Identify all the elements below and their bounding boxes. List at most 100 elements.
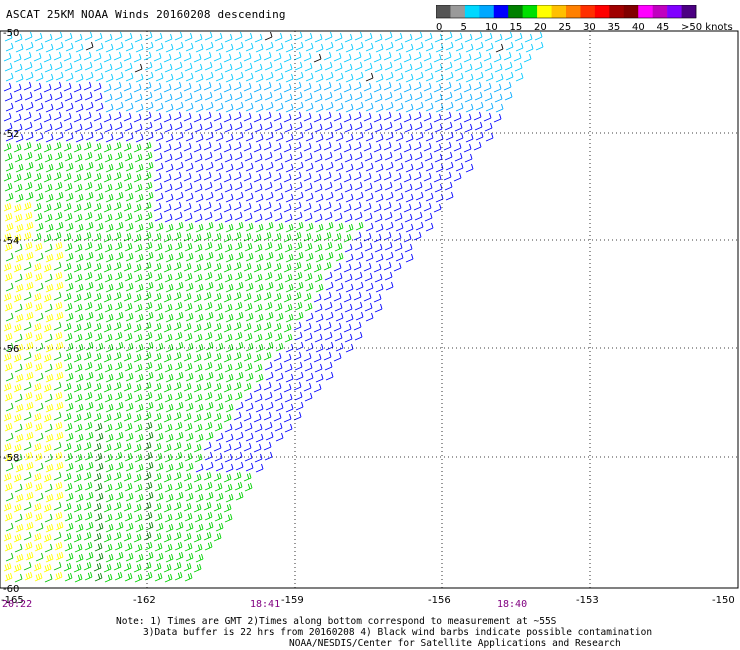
wind-barb <box>243 442 252 452</box>
wind-barb <box>105 463 114 473</box>
wind-barb <box>124 392 133 402</box>
wind-barb <box>54 481 63 491</box>
wind-barb <box>335 252 344 262</box>
wind-barb <box>74 243 83 253</box>
wind-barb <box>143 351 152 361</box>
wind-barb <box>135 493 144 503</box>
wind-barb <box>35 522 44 532</box>
wind-barb <box>105 553 114 563</box>
wind-barb <box>185 102 194 112</box>
wind-barb <box>124 572 133 582</box>
wind-barb <box>95 192 104 202</box>
wind-barb <box>314 183 323 193</box>
wind-barb <box>44 93 53 103</box>
wind-barb <box>395 252 404 262</box>
wind-barb <box>394 182 403 192</box>
wind-barb <box>84 31 93 41</box>
colorbar-tick-label: 10 <box>485 22 498 33</box>
wind-barb <box>233 381 242 391</box>
wind-barb <box>115 401 124 411</box>
wind-barb <box>275 342 284 352</box>
wind-barb <box>144 91 153 101</box>
wind-barb <box>13 83 22 93</box>
wind-barb <box>154 542 163 552</box>
wind-barb <box>203 141 212 151</box>
wind-barb <box>183 382 192 392</box>
wind-barb <box>125 372 134 382</box>
wind-barb <box>224 243 233 253</box>
wind-barb <box>235 281 244 291</box>
wind-barb <box>325 191 334 201</box>
wind-barb <box>225 133 234 143</box>
wind-barb <box>335 42 344 52</box>
wind-barb <box>175 431 184 441</box>
wind-barb <box>34 572 43 582</box>
wind-barb <box>183 262 192 272</box>
wind-barb <box>65 372 74 382</box>
wind-barb <box>153 352 162 362</box>
wind-barb <box>293 381 302 391</box>
colorbar-tick-label: >50 knots <box>681 22 733 33</box>
colorbar-swatch <box>493 5 509 18</box>
wind-barb <box>504 31 513 41</box>
wind-barb <box>144 511 153 521</box>
wind-barb <box>134 153 143 163</box>
wind-barb <box>193 143 202 153</box>
wind-barb <box>345 163 354 173</box>
wind-barb <box>183 412 192 422</box>
wind-barb <box>165 463 174 473</box>
wind-barb <box>184 572 193 582</box>
wind-barb <box>124 212 133 222</box>
wind-barb <box>383 171 392 181</box>
wind-barb <box>214 452 223 462</box>
wind-barb <box>324 181 333 191</box>
lon-label: -156 <box>428 595 451 606</box>
wind-barb <box>245 432 254 442</box>
wind-barb <box>64 182 73 192</box>
wind-barb <box>114 121 123 131</box>
wind-barb <box>383 51 392 61</box>
wind-barb <box>24 571 33 581</box>
wind-barb <box>213 412 222 422</box>
wind-barb <box>23 171 32 181</box>
wind-barb <box>423 82 432 92</box>
wind-barb <box>25 221 34 231</box>
wind-barb <box>35 492 44 502</box>
wind-barb <box>34 212 43 222</box>
wind-barb <box>215 282 224 292</box>
wind-barb <box>113 111 122 121</box>
wind-barb <box>173 141 182 151</box>
wind-barb <box>115 71 124 81</box>
wind-barb <box>213 322 222 332</box>
wind-barb <box>175 221 184 231</box>
wind-barb <box>345 103 354 113</box>
wind-barb <box>333 142 342 152</box>
wind-barb <box>73 203 82 213</box>
wind-barb <box>104 573 113 583</box>
wind-barb <box>44 543 53 553</box>
wind-barb <box>115 221 124 231</box>
wind-barb <box>164 153 173 163</box>
wind-barb <box>383 231 392 241</box>
wind-barb <box>124 302 133 312</box>
wind-barb <box>123 52 132 62</box>
wind-barb <box>264 271 273 281</box>
wind-barb <box>83 291 92 301</box>
wind-barb <box>295 311 304 321</box>
wind-barb <box>223 263 232 273</box>
wind-barb <box>494 93 503 103</box>
wind-barb <box>304 392 313 402</box>
wind-barb <box>473 51 482 61</box>
wind-barb <box>234 151 243 161</box>
wind-barb <box>293 81 302 91</box>
lat-label: -56 <box>3 344 19 355</box>
wind-barb <box>185 462 194 472</box>
wind-barb <box>125 192 134 202</box>
wind-barb <box>144 61 153 71</box>
wind-barb <box>54 61 63 71</box>
wind-barb <box>284 33 293 43</box>
wind-barb <box>243 322 252 332</box>
wind-barb <box>174 391 183 401</box>
wind-barb <box>75 253 84 263</box>
wind-barb <box>4 92 13 102</box>
